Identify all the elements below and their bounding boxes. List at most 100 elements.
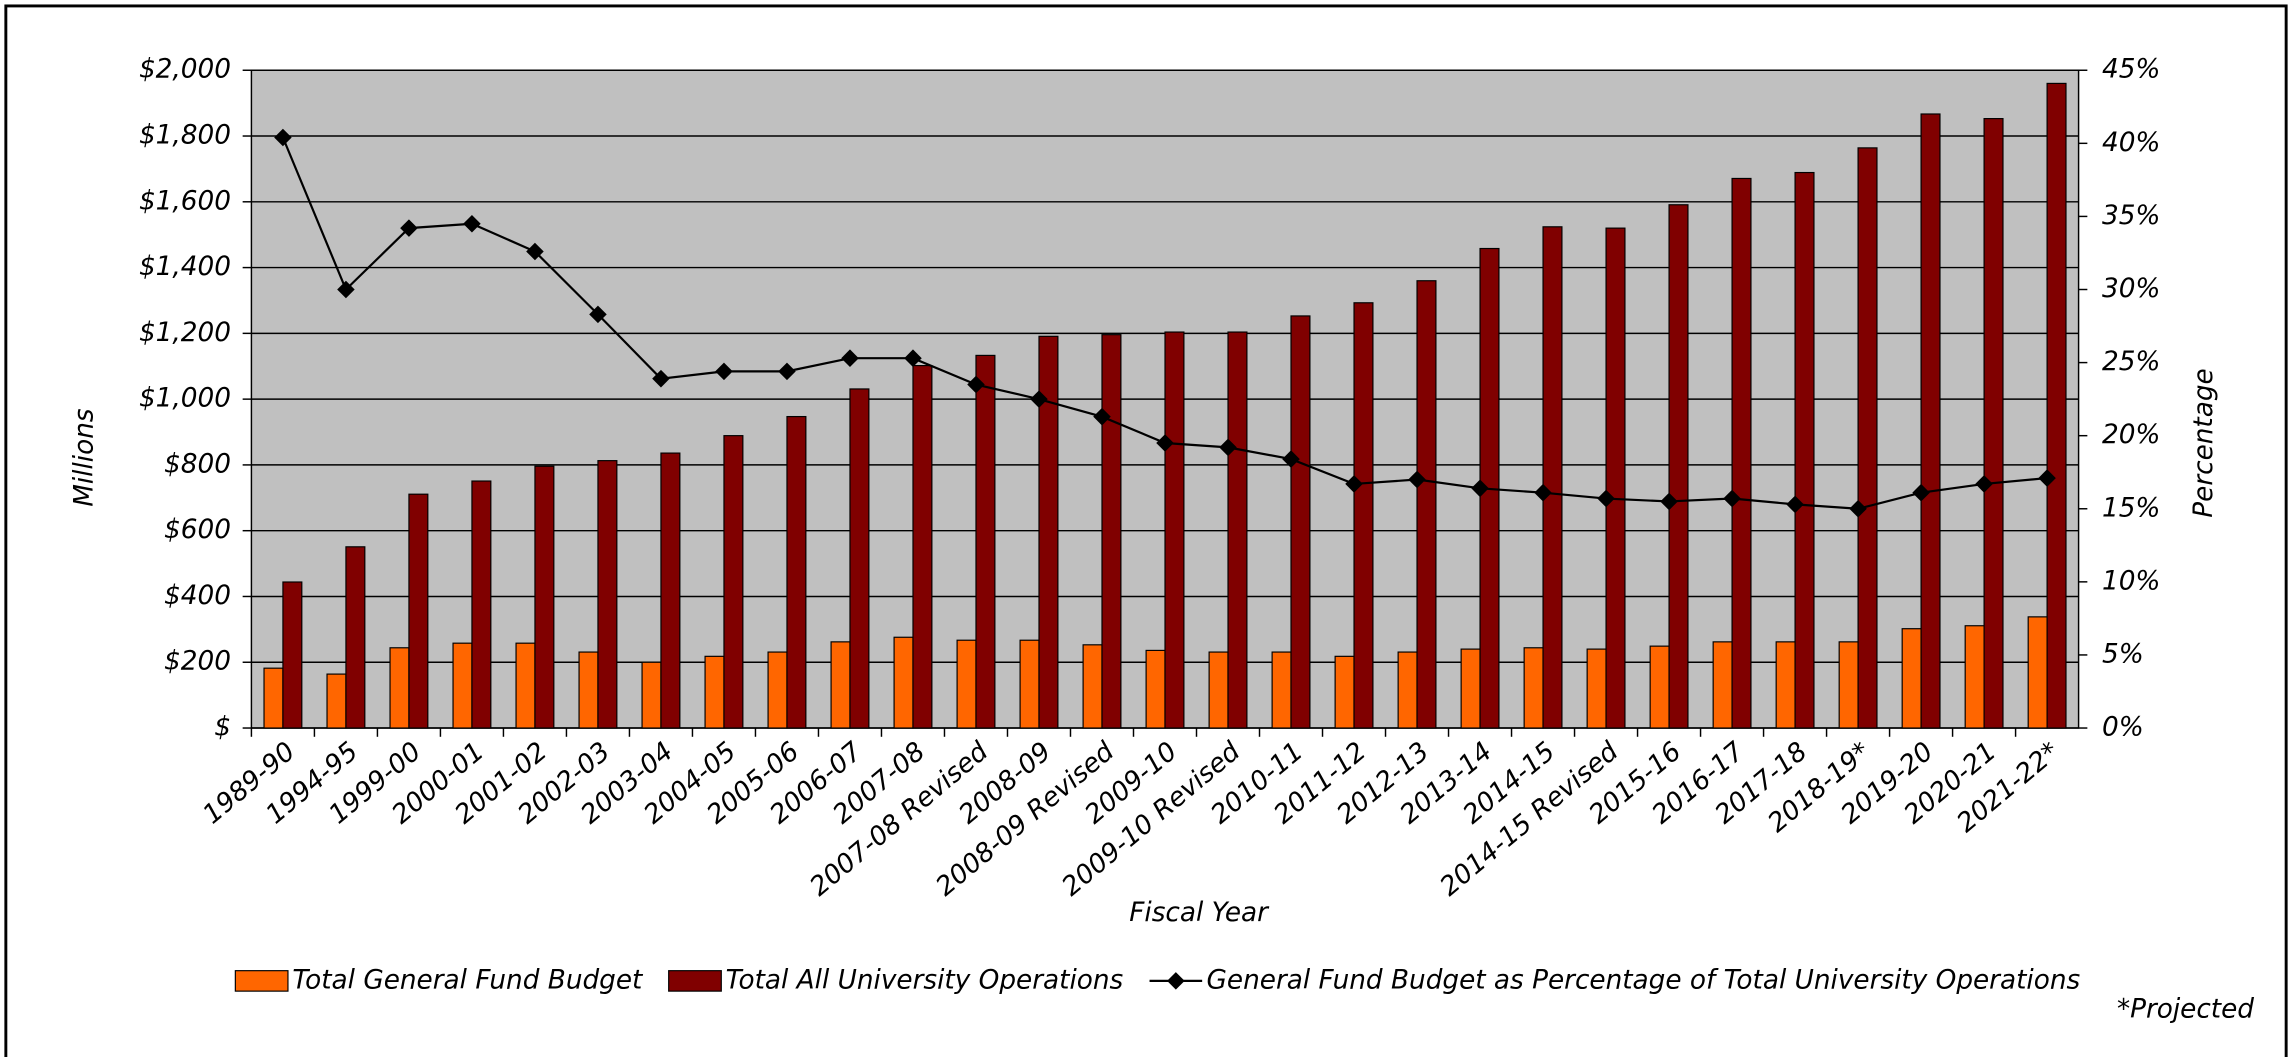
bar (1712, 641, 1733, 729)
bar (1901, 628, 1922, 729)
bar (1416, 280, 1437, 729)
bar (1271, 651, 1292, 729)
bar (1334, 655, 1355, 729)
bar (1523, 647, 1544, 729)
y-tick-label: $1,000 (139, 384, 231, 414)
legend-swatch (234, 970, 289, 992)
bar (1983, 118, 2004, 729)
legend-marker (1167, 972, 1185, 990)
bar (2027, 616, 2048, 729)
bar (1227, 331, 1248, 729)
bar (578, 651, 599, 729)
bar (471, 480, 492, 729)
y-tick-label: $200 (164, 647, 231, 677)
marker (1912, 483, 1930, 502)
bar (1164, 331, 1185, 729)
marker (1471, 479, 1489, 498)
bar (1082, 644, 1103, 729)
bar (389, 647, 410, 729)
y2-tick-label: 35% (2102, 201, 2160, 231)
bar (408, 493, 429, 729)
legend-label: General Fund Budget as Percentage of Tot… (1207, 965, 2081, 995)
bar (1794, 171, 1815, 729)
bar (1145, 649, 1166, 729)
bar (1775, 641, 1796, 729)
bar (1838, 641, 1859, 729)
bar (515, 642, 536, 729)
bar (723, 435, 744, 729)
bar (1920, 113, 1941, 729)
x-axis-title: Fiscal Year (1129, 898, 1270, 928)
marker (1660, 492, 1678, 511)
marker (1534, 483, 1552, 502)
marker (526, 242, 544, 261)
marker (1156, 434, 1174, 452)
note: *Projected (2117, 995, 2254, 1025)
bar (1019, 639, 1040, 729)
bar (975, 354, 996, 729)
y-tick-label: $800 (164, 449, 231, 479)
y2-tick-label: 45% (2102, 55, 2160, 85)
y-tick-label: $1,400 (139, 252, 231, 282)
bar (1101, 334, 1122, 729)
bar (282, 581, 303, 729)
bar (326, 673, 347, 729)
marker (463, 214, 481, 233)
marker (1786, 495, 1804, 514)
bar (1586, 648, 1607, 729)
bar (452, 642, 473, 729)
y-tick-label: $1,200 (139, 318, 231, 348)
marker (1030, 390, 1048, 408)
y2-tick-label: 30% (2102, 274, 2160, 304)
marker (400, 219, 418, 237)
bar (1290, 315, 1311, 729)
marker (1975, 475, 1993, 493)
legend-label: Total All University Operations (726, 965, 1124, 995)
bar (1649, 645, 1670, 729)
bar (1208, 651, 1229, 729)
bar (345, 546, 366, 729)
bar (660, 452, 681, 729)
bar (912, 365, 933, 729)
y2-tick-label: 20% (2102, 420, 2160, 450)
bar (830, 641, 851, 729)
y2-tick-label: 25% (2102, 347, 2160, 377)
bar (1460, 648, 1481, 729)
bar (893, 636, 914, 729)
bar (849, 388, 870, 729)
marker (652, 369, 670, 388)
bar (263, 667, 284, 729)
bar (641, 661, 662, 729)
y-tick-label: $400 (164, 581, 231, 611)
bar (597, 460, 618, 729)
marker (1597, 489, 1615, 508)
bar (956, 639, 977, 729)
marker (967, 375, 985, 394)
legend-swatch (668, 970, 722, 992)
y2-tick-label: 15% (2102, 493, 2160, 523)
y2-tick-label: 5% (2102, 639, 2144, 669)
bar (1605, 227, 1626, 729)
bar (704, 655, 725, 729)
bar (767, 651, 788, 729)
marker (1849, 499, 1867, 518)
bar (1668, 204, 1689, 729)
frame (4, 4, 2288, 1057)
y-tick-label: $1,800 (139, 121, 231, 151)
bar (1964, 625, 1985, 729)
marker (1219, 438, 1237, 457)
bar (1038, 335, 1059, 729)
bar (2046, 82, 2067, 729)
bar (1397, 651, 1418, 729)
marker (1093, 407, 1111, 426)
bar (1353, 302, 1374, 729)
y2-tick-label: 10% (2102, 566, 2160, 596)
marker (274, 128, 292, 147)
y2-tick-label: 0% (2102, 713, 2144, 743)
bar (534, 465, 555, 729)
y-tick-label: $2,000 (139, 55, 231, 85)
bar (1542, 226, 1563, 729)
bar (786, 415, 807, 729)
